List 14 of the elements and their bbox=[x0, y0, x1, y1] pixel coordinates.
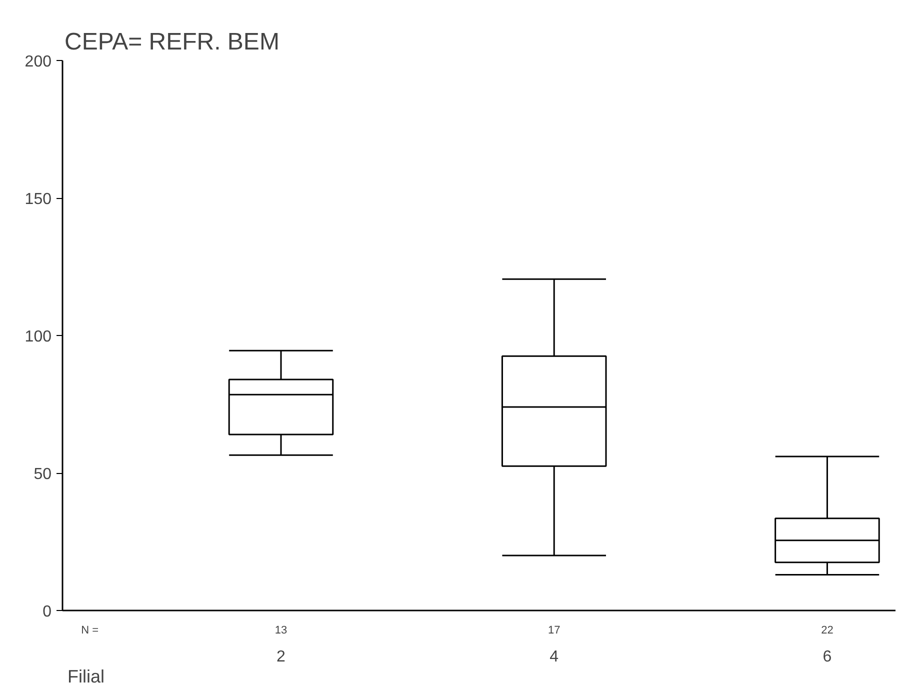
y-tick-label: 200 bbox=[24, 54, 52, 70]
text: 13 bbox=[274, 624, 288, 636]
y-tick-label: 100 bbox=[24, 328, 52, 346]
x-tick-label: 2 bbox=[276, 648, 286, 666]
x-tick-label: 4 bbox=[550, 648, 559, 666]
x-axis-title: Filial bbox=[68, 666, 105, 686]
x-tick-label: 6 bbox=[822, 648, 832, 666]
chart-title: CEPA= REFR. BEM bbox=[64, 28, 280, 56]
y-tick-label: 150 bbox=[24, 191, 52, 208]
y-tick-label: 50 bbox=[34, 466, 52, 483]
text: N = bbox=[81, 624, 99, 636]
text: 17 bbox=[548, 624, 560, 636]
y-tick-label: 0 bbox=[42, 604, 52, 620]
text: 22 bbox=[821, 624, 834, 636]
